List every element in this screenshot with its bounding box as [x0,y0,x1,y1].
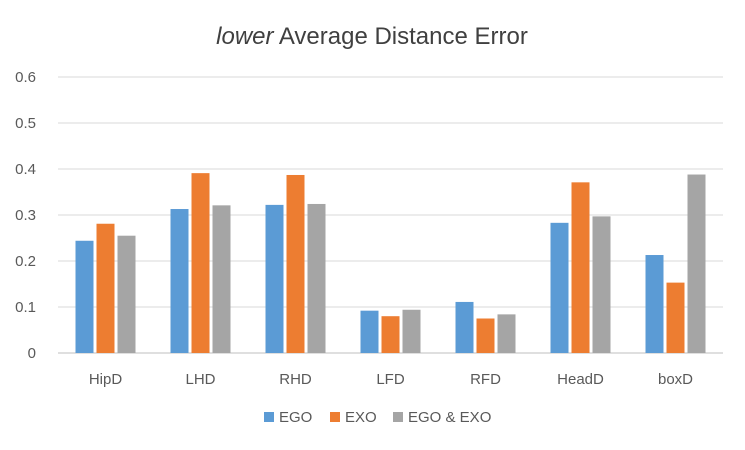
bar-ego-exo-headd [592,216,611,353]
y-tick-label: 0 [28,345,36,362]
bar-ego-exo-rfd [497,314,516,353]
bar-ego-lfd [360,310,379,353]
bar-ego-rfd [455,301,474,353]
bar-exo-boxd [666,282,685,353]
chart-title: lower Average Distance Error [216,23,528,50]
bar-exo-rfd [476,318,495,353]
x-category-label: LHD [185,371,215,388]
y-tick-label: 0.1 [15,299,36,316]
x-category-label: LFD [376,371,405,388]
bar-ego-exo-lfd [402,309,421,353]
y-tick-label: 0.3 [15,207,36,224]
bar-ego-exo-hipd [117,235,136,353]
bars [75,173,706,353]
chart-title-rest: Average Distance Error [274,23,528,50]
bar-ego-exo-lhd [212,205,231,353]
x-category-label: RFD [470,371,501,388]
bar-ego-boxd [645,255,664,353]
legend-label: EGO [279,409,312,426]
legend: EGO EXO EGO & EXO [264,409,491,426]
x-category-label: boxD [658,371,693,388]
y-tick-label: 0.5 [15,115,36,132]
bar-exo-hipd [96,223,115,353]
y-tick-label: 0.4 [15,161,36,178]
bar-ego-headd [550,222,569,353]
legend-swatch [330,412,340,422]
bar-ego-rhd [265,204,284,353]
bar-exo-headd [571,182,590,353]
legend-label: EXO [345,409,377,426]
bar-exo-lfd [381,316,400,353]
bar-ego-exo-boxd [687,174,706,353]
y-axis-ticks: 0 0.1 0.2 0.3 0.4 0.5 0.6 [15,69,36,362]
x-category-label: HeadD [557,371,604,388]
x-category-label: HipD [89,371,123,388]
chart-title-emphasis: lower [216,23,274,50]
legend-label: EGO & EXO [408,409,491,426]
legend-swatch [264,412,274,422]
x-axis-categories: HipD LHD RHD LFD RFD HeadD boxD [89,371,693,388]
y-tick-label: 0.6 [15,69,36,86]
bar-exo-rhd [286,174,305,353]
bar-ego-exo-rhd [307,203,326,353]
bar-exo-lhd [191,173,210,353]
bar-ego-hipd [75,240,94,353]
gridlines [58,76,723,354]
bar-ego-lhd [170,209,189,353]
y-tick-label: 0.2 [15,253,36,270]
legend-swatch [393,412,403,422]
x-category-label: RHD [279,371,312,388]
